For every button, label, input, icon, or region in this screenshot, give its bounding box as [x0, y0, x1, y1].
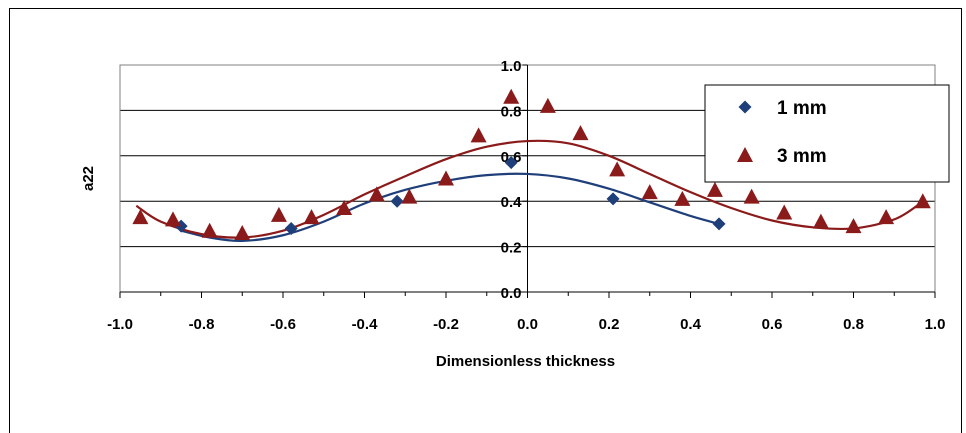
- data-point-3-mm: [776, 204, 793, 220]
- legend-box: [704, 84, 950, 183]
- data-point-3-mm: [201, 222, 218, 238]
- y-tick-label: 0.2: [501, 240, 522, 257]
- data-point-3-mm: [641, 184, 658, 200]
- data-point-3-mm: [132, 209, 149, 225]
- legend-marker-3-mm: [737, 147, 753, 162]
- trendline-3-mm: [135, 139, 920, 239]
- y-tick-label: 0.0: [501, 285, 522, 302]
- x-tick-label: -0.8: [189, 316, 215, 333]
- data-point-1-mm: [712, 217, 726, 231]
- data-point-3-mm: [674, 190, 691, 206]
- y-tick-label: 0.4: [501, 194, 523, 211]
- chart-frame: [9, 8, 962, 433]
- data-point-3-mm: [845, 218, 862, 234]
- legend-label: 3 mm: [777, 146, 827, 167]
- legend-label: 1 mm: [777, 98, 827, 119]
- y-tick-label: 0.8: [501, 103, 522, 120]
- data-point-3-mm: [914, 193, 931, 209]
- data-point-3-mm: [609, 161, 626, 177]
- legend: 1 mm 3 mm: [704, 84, 950, 183]
- x-tick-label: -0.4: [352, 316, 379, 333]
- data-point-3-mm: [878, 209, 895, 225]
- x-axis-label: Dimensionless thickness: [436, 353, 615, 370]
- x-tick-label: -0.6: [270, 316, 296, 333]
- x-tick-label: 1.0: [925, 316, 946, 333]
- data-point-3-mm: [303, 209, 320, 225]
- x-tick-label: 0.0: [517, 316, 538, 333]
- data-point-3-mm: [368, 186, 385, 202]
- data-point-3-mm: [401, 188, 418, 204]
- data-point-3-mm: [270, 206, 287, 222]
- data-point-1-mm: [504, 156, 518, 170]
- data-point-1-mm: [606, 192, 620, 206]
- data-point-3-mm: [336, 200, 353, 216]
- data-point-3-mm: [812, 213, 829, 229]
- x-tick-label: -0.2: [433, 316, 459, 333]
- data-points: [132, 88, 931, 240]
- data-point-3-mm: [438, 170, 454, 186]
- data-point-3-mm: [164, 211, 181, 227]
- data-point-3-mm: [706, 181, 723, 197]
- x-tick-label: 0.2: [599, 316, 620, 333]
- data-point-3-mm: [470, 127, 487, 143]
- x-tick-label: 0.4: [680, 316, 702, 333]
- data-point-3-mm: [234, 224, 251, 240]
- x-tick-label: 0.6: [762, 316, 783, 333]
- data-point-3-mm: [572, 125, 589, 141]
- legend-marker-1-mm: [738, 100, 752, 114]
- data-point-3-mm: [503, 88, 520, 104]
- x-tick-label: -1.0: [107, 316, 133, 333]
- data-point-1-mm: [284, 221, 298, 235]
- x-tick-label: 0.8: [843, 316, 864, 333]
- data-point-1-mm: [390, 194, 404, 208]
- data-point-3-mm: [539, 97, 556, 113]
- y-tick-label: 1.0: [501, 58, 522, 75]
- data-point-3-mm: [743, 188, 760, 204]
- y-axis-label: a22: [80, 166, 97, 191]
